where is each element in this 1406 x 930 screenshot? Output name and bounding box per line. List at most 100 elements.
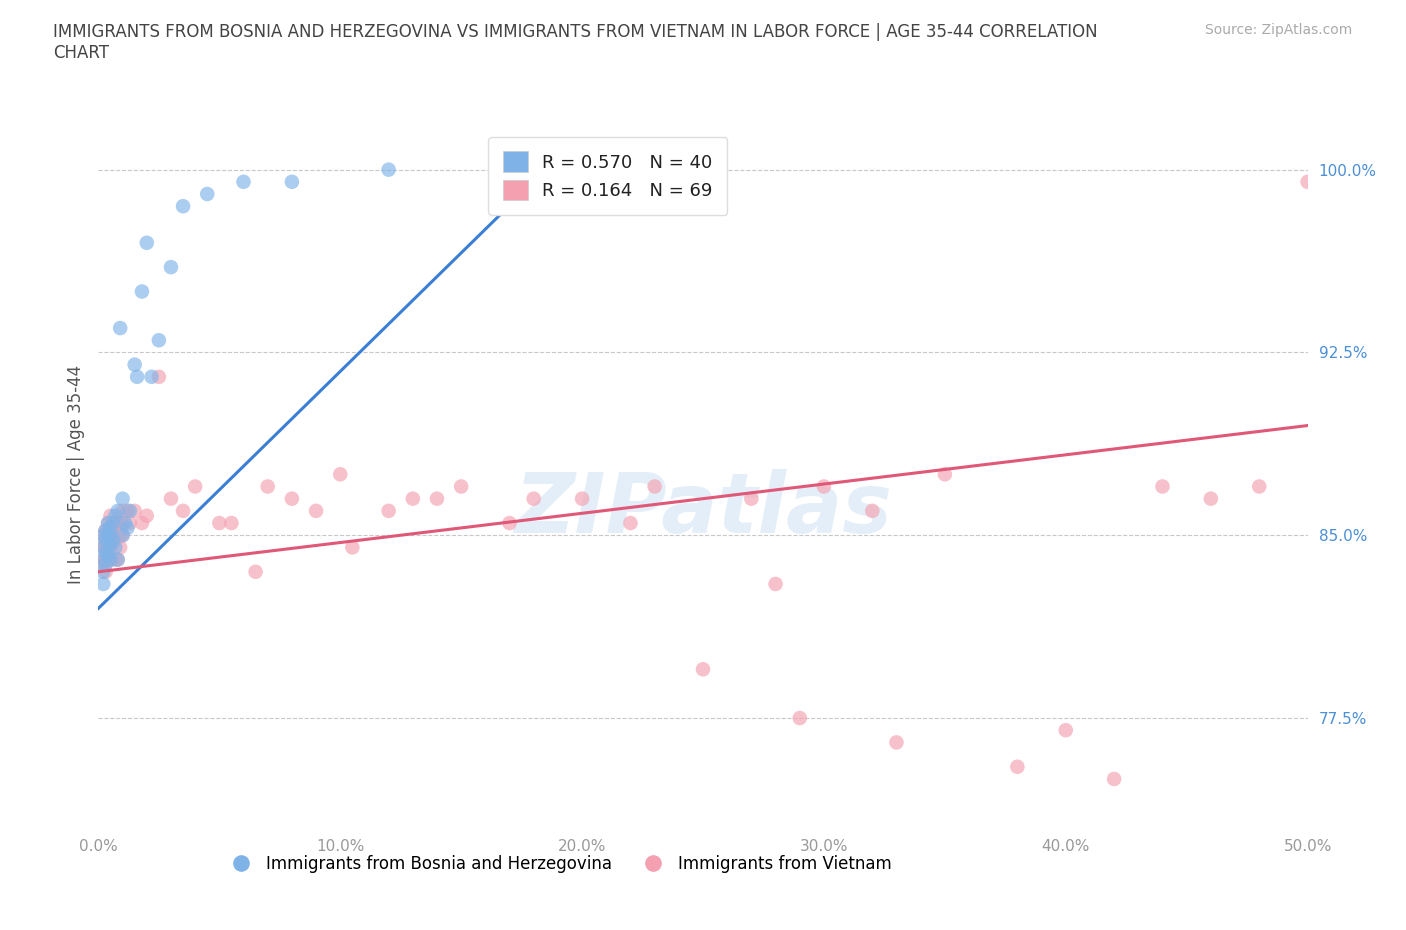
Point — [94, 523, 117, 538]
Point — [111, 491, 134, 506]
Point — [104, 552, 127, 567]
Point — [94, 523, 117, 538]
Point — [644, 479, 666, 494]
Point — [765, 577, 787, 591]
Point — [426, 491, 449, 506]
Point — [245, 565, 267, 579]
Point — [91, 552, 114, 567]
Point — [97, 515, 120, 530]
Text: IMMIGRANTS FROM BOSNIA AND HERZEGOVINA VS IMMIGRANTS FROM VIETNAM IN LABOR FORCE: IMMIGRANTS FROM BOSNIA AND HERZEGOVINA V… — [53, 23, 1098, 62]
Point — [124, 357, 146, 372]
Point — [100, 528, 122, 543]
Point — [148, 369, 170, 384]
Point — [97, 515, 120, 530]
Point — [377, 162, 399, 177]
Point — [111, 503, 134, 518]
Point — [111, 528, 134, 543]
Point — [127, 369, 149, 384]
Point — [118, 515, 141, 530]
Point — [1054, 723, 1077, 737]
Legend: Immigrants from Bosnia and Herzegovina, Immigrants from Vietnam: Immigrants from Bosnia and Herzegovina, … — [217, 848, 898, 880]
Point — [281, 491, 304, 506]
Point — [94, 545, 117, 560]
Point — [100, 552, 122, 567]
Point — [813, 479, 835, 494]
Point — [100, 538, 122, 552]
Point — [172, 503, 194, 518]
Point — [305, 503, 328, 518]
Point — [135, 509, 157, 524]
Point — [117, 521, 139, 536]
Point — [124, 503, 146, 518]
Point — [101, 533, 124, 548]
Point — [131, 515, 153, 530]
Point — [107, 552, 129, 567]
Point — [160, 259, 183, 274]
Point — [571, 491, 593, 506]
Point — [91, 528, 114, 543]
Point — [523, 491, 546, 506]
Point — [100, 521, 122, 536]
Point — [342, 540, 364, 555]
Point — [94, 552, 117, 567]
Point — [100, 528, 122, 543]
Point — [91, 528, 114, 543]
Point — [1296, 175, 1319, 190]
Point — [450, 479, 472, 494]
Point — [107, 515, 129, 530]
Point — [148, 333, 170, 348]
Point — [329, 467, 352, 482]
Point — [1249, 479, 1271, 494]
Point — [97, 528, 120, 543]
Point — [886, 735, 908, 750]
Point — [1152, 479, 1174, 494]
Point — [107, 552, 129, 567]
Point — [94, 540, 117, 555]
Point — [135, 235, 157, 250]
Point — [160, 491, 183, 506]
Point — [221, 515, 243, 530]
Point — [281, 175, 304, 190]
Point — [94, 533, 117, 548]
Point — [114, 515, 136, 530]
Point — [131, 284, 153, 299]
Point — [97, 552, 120, 567]
Point — [94, 557, 117, 572]
Point — [107, 503, 129, 518]
Point — [1007, 759, 1029, 774]
Point — [101, 528, 124, 543]
Point — [692, 662, 714, 677]
Point — [111, 515, 134, 530]
Point — [117, 503, 139, 518]
Point — [94, 565, 117, 579]
Point — [860, 503, 883, 518]
Y-axis label: In Labor Force | Age 35-44: In Labor Force | Age 35-44 — [66, 365, 84, 584]
Point — [184, 479, 207, 494]
Point — [104, 540, 127, 555]
Point — [91, 577, 114, 591]
Point — [172, 199, 194, 214]
Point — [402, 491, 425, 506]
Point — [91, 540, 114, 555]
Point — [740, 491, 762, 506]
Point — [108, 321, 131, 336]
Point — [91, 557, 114, 572]
Point — [934, 467, 956, 482]
Text: Source: ZipAtlas.com: Source: ZipAtlas.com — [1205, 23, 1353, 37]
Point — [377, 503, 399, 518]
Point — [91, 540, 114, 555]
Point — [101, 515, 124, 530]
Point — [108, 540, 131, 555]
Text: ZIPatlas: ZIPatlas — [515, 469, 891, 551]
Point — [104, 533, 127, 548]
Point — [141, 369, 163, 384]
Point — [1199, 491, 1222, 506]
Point — [91, 565, 114, 579]
Point — [619, 515, 641, 530]
Point — [100, 521, 122, 536]
Point — [1102, 772, 1125, 787]
Point — [256, 479, 278, 494]
Point — [104, 515, 127, 530]
Point — [100, 509, 122, 524]
Point — [111, 528, 134, 543]
